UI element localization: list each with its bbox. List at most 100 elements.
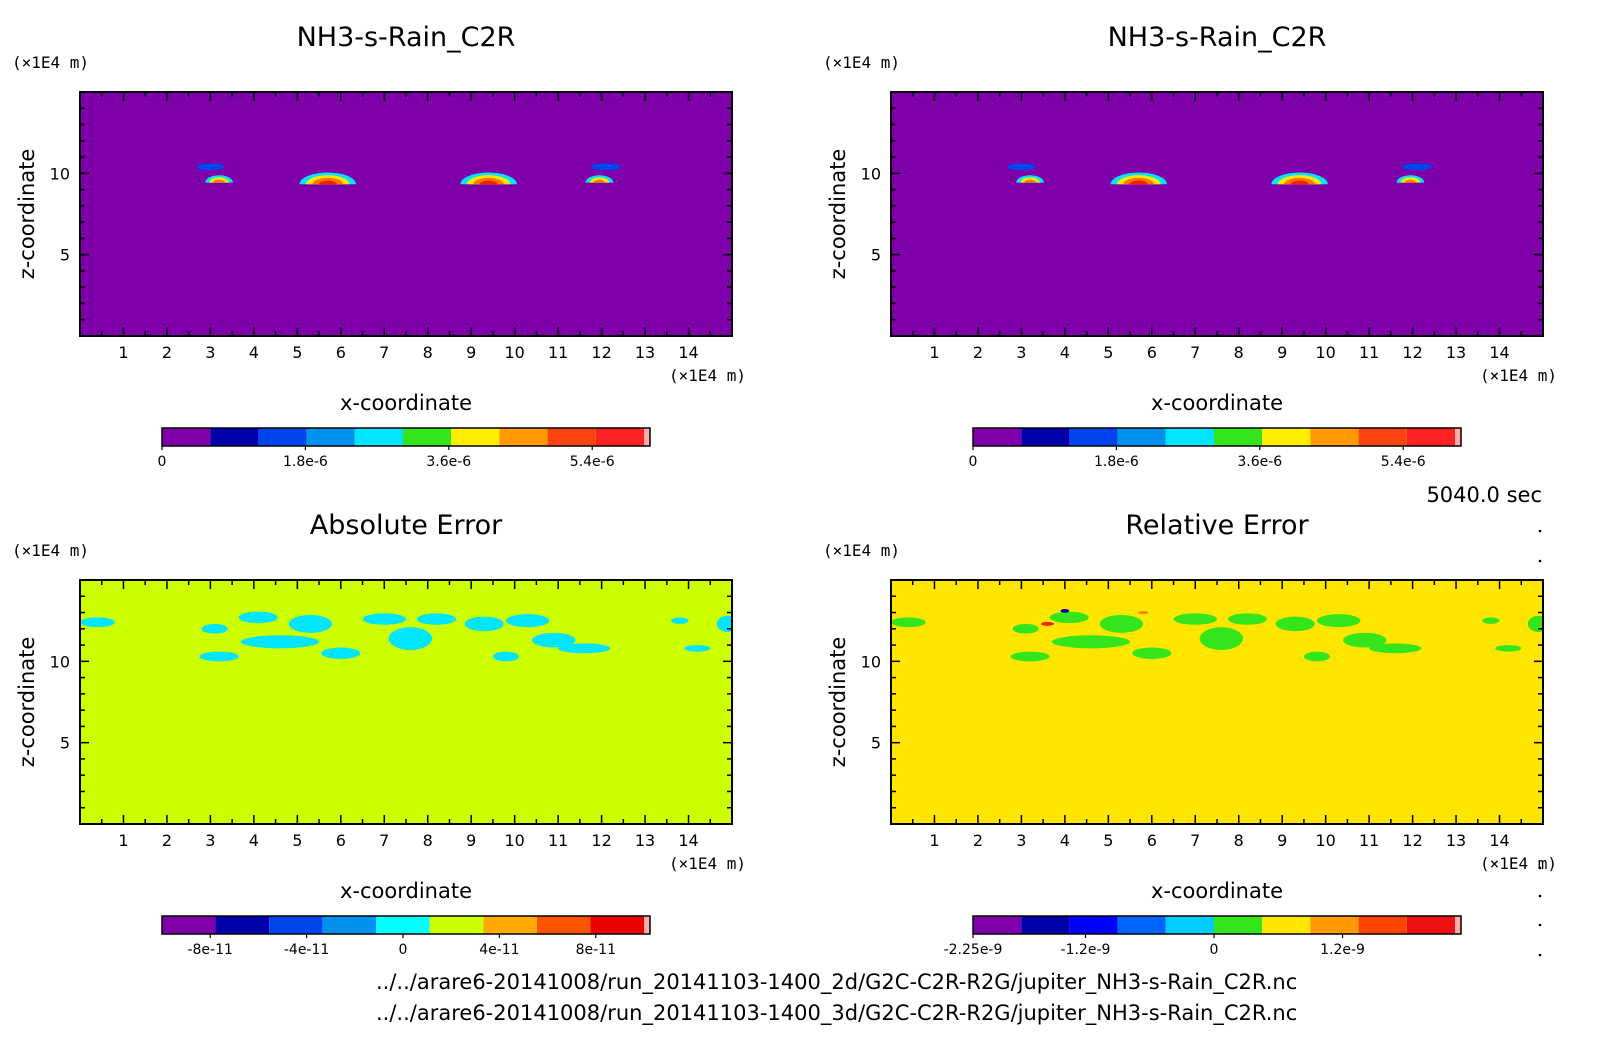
- contour-patch: [1303, 651, 1331, 662]
- contour-spot: [1040, 621, 1054, 626]
- x-tick-label: 10: [504, 343, 524, 362]
- contour-patch: [240, 635, 320, 649]
- x-tick-label: 14: [678, 831, 698, 850]
- chart-panel-2: NH3-s-Rain_C2R(×1E4 m)1 2 3 4 5 6 7 8 9 10 11 12 13 1…: [823, 22, 1557, 470]
- colorbar-tick-label: 8e-11: [576, 942, 616, 958]
- y-axis-label: z-coordinate: [15, 637, 39, 768]
- x-tick-label: 12: [1402, 831, 1422, 850]
- x-tick-label: 1: [929, 343, 939, 362]
- x-axis-label: x-coordinate: [1151, 879, 1283, 903]
- x-tick-label: 1: [118, 343, 128, 362]
- colorbar-bin: [483, 916, 537, 934]
- x-tick-label: 9: [1277, 343, 1287, 362]
- colorbar-tick-label: -2.25e-9: [944, 942, 1003, 958]
- contour-level: [213, 179, 225, 183]
- colorbar-bin: [210, 428, 259, 446]
- x-tick-label: 1: [118, 831, 128, 850]
- x-tick-label: 5: [292, 343, 302, 362]
- x-tick-label: 5: [1103, 831, 1113, 850]
- margin-dot: [1538, 559, 1542, 563]
- colorbar-tick-label: 5.4e-6: [570, 454, 615, 470]
- contour-spot: [1060, 608, 1070, 613]
- colorbar-tick-label: 1.8e-6: [1094, 454, 1139, 470]
- field-contours: [196, 163, 622, 185]
- contour-level: [479, 180, 498, 185]
- y-tick-label: 10: [50, 652, 70, 671]
- contour-patch: [671, 617, 689, 624]
- y-tick-label: 10: [861, 164, 881, 183]
- colorbar-frame: [972, 427, 1462, 447]
- contour-patch: [1227, 613, 1267, 625]
- colorbar-bin: [1310, 428, 1359, 446]
- contour-patch: [1275, 616, 1315, 632]
- chart-title: NH3-s-Rain_C2R: [297, 22, 516, 53]
- colorbar-bin: [376, 916, 430, 934]
- x-tick-label: 9: [466, 343, 476, 362]
- time-label: 5040.0 sec: [1426, 483, 1542, 507]
- x-tick-label: 2: [162, 831, 172, 850]
- y-axis-label: z-coordinate: [826, 149, 850, 280]
- colorbar-bin: [1069, 916, 1118, 934]
- colorbar: -8e-11 -4e-11 0 4e-11 8e-11: [161, 915, 651, 958]
- contour-patch: [505, 614, 550, 628]
- y-axis-label: z-coordinate: [826, 637, 850, 768]
- colorbar: 0 1.8e-6 3.6e-6 5.4e-6: [158, 427, 651, 470]
- x-tick-label: 6: [1147, 831, 1157, 850]
- y-tick-label: 5: [60, 246, 70, 265]
- colorbar-bin: [973, 428, 1022, 446]
- colorbar-bin: [1214, 428, 1263, 446]
- contour-patch: [891, 617, 926, 628]
- y-axis-label: z-coordinate: [15, 149, 39, 280]
- colorbar-bin: [499, 428, 548, 446]
- colorbar-tick-label: 0: [1210, 942, 1219, 958]
- colorbar-bin: [429, 916, 484, 934]
- x-tick-label: 3: [205, 831, 215, 850]
- y-unit-label: (×1E4 m): [12, 53, 89, 72]
- contour-patch: [464, 616, 504, 632]
- x-unit-label: (×1E4 m): [669, 854, 746, 873]
- colorbar-bin: [590, 916, 644, 934]
- contour-patch: [416, 613, 456, 625]
- contour-level: [318, 180, 337, 185]
- y-unit-label: (×1E4 m): [823, 53, 900, 72]
- x-tick-label: 4: [1060, 831, 1070, 850]
- colorbar-frame: [972, 915, 1462, 935]
- x-tick-label: 8: [423, 831, 433, 850]
- x-tick-label: 3: [205, 343, 215, 362]
- y-tick-label: 5: [871, 246, 881, 265]
- x-tick-label: 6: [336, 343, 346, 362]
- colorbar-bin: [1455, 428, 1461, 446]
- chart-panel-4: Relative Error(×1E4 m)1 2 3 4 5 6 7 8 9 10 11 12 13 1…: [823, 510, 1557, 958]
- colorbar-bin: [547, 428, 596, 446]
- colorbar-bin: [595, 428, 644, 446]
- colorbar-bin: [354, 428, 403, 446]
- x-tick-label: 9: [466, 831, 476, 850]
- x-tick-label: 11: [1359, 343, 1379, 362]
- contour-patch: [238, 611, 278, 624]
- x-tick-label: 8: [1234, 343, 1244, 362]
- contour-patch: [1482, 617, 1500, 624]
- contour-patch: [716, 615, 732, 633]
- colorbar-bin: [403, 428, 452, 446]
- x-tick-label: 10: [504, 831, 524, 850]
- x-tick-label: 9: [1277, 831, 1287, 850]
- x-tick-label: 2: [162, 343, 172, 362]
- colorbar: -2.25e-9 -1.2e-9 0 1.2e-9: [944, 915, 1462, 958]
- contour-patch: [1369, 643, 1422, 654]
- contour-level: [593, 179, 606, 183]
- x-tick-label: 2: [973, 831, 983, 850]
- colorbar-bin: [162, 916, 216, 934]
- contour-patch: [1173, 613, 1218, 625]
- field-contours: [80, 611, 732, 662]
- x-tick-label: 14: [1489, 831, 1509, 850]
- colorbar-bin: [1455, 916, 1461, 934]
- colorbar-bin: [1165, 428, 1214, 446]
- x-tick-label: 7: [1190, 831, 1200, 850]
- colorbar-tick-label: 1.8e-6: [283, 454, 328, 470]
- contour-level: [1404, 179, 1417, 183]
- x-tick-label: 11: [548, 343, 568, 362]
- colorbar-bin: [1310, 916, 1359, 934]
- contour-level: [1024, 179, 1036, 183]
- contour-patch: [1199, 627, 1244, 650]
- field-contours: [891, 608, 1543, 662]
